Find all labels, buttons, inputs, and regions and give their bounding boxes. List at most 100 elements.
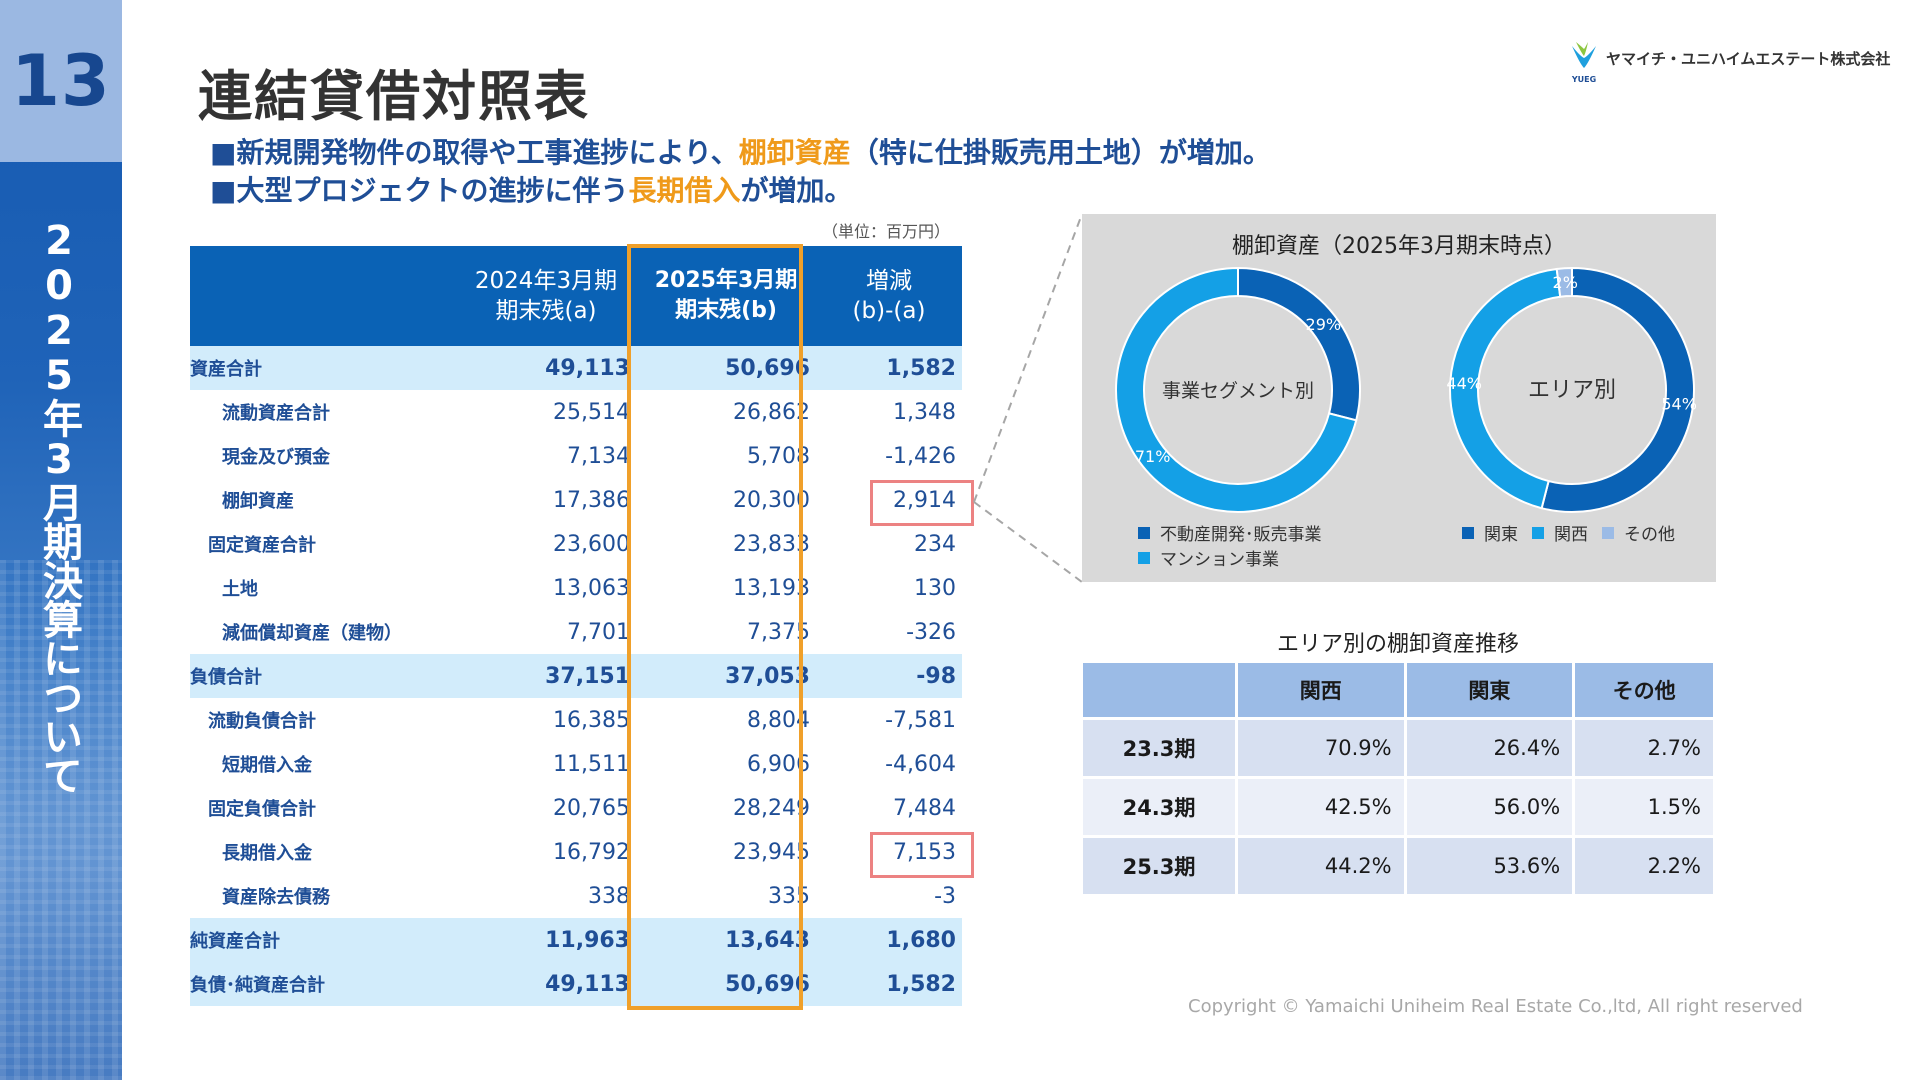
logo-mark-text: YUEG [1571,75,1596,84]
row-label: 長期借入金 [222,843,312,864]
table-row: 長期借入金 16,792 23,945 7,153 [190,830,962,874]
unit-note: （単位：百万円） [822,222,951,241]
value-diff: 234 [914,531,956,557]
value-diff: 2,914 [893,487,956,513]
donut-slice [1115,266,1358,513]
bullet-line-2: ■大型プロジェクトの進捗に伴う長期借入が増加。 [210,172,1271,210]
legend-swatch [1138,526,1150,539]
legend-item: 不動産開発･販売事業 [1138,520,1322,545]
value-diff: 130 [914,575,956,601]
value-prev: 16,792 [553,839,630,865]
table-row: 現金及び預金 7,134 5,708 -1,426 [190,434,962,478]
area-table-row: 23.3期 70.9% 26.4% 2.7% [1083,720,1713,776]
period-label: 25.3期 [1083,838,1235,894]
row-label: 減価償却資産（建物） [222,623,402,644]
area-share-value: 53.6% [1406,838,1573,894]
row-label: 固定資産合計 [208,535,316,556]
area-share-value: 1.5% [1575,779,1713,835]
area-share-value: 2.7% [1575,720,1713,776]
header-prev: 2024年3月期 期末残(a) [456,246,636,346]
donut-slice-label: 2% [1553,273,1578,292]
value-prev: 17,386 [553,487,630,513]
page-title: 連結貸借対照表 [198,65,590,128]
bullet-marker: ■ [210,174,237,207]
value-diff: -1,426 [885,443,956,469]
table-row: 減価償却資産（建物） 7,701 7,375 -326 [190,610,962,654]
row-label: 資産合計 [190,346,456,390]
value-prev: 49,113 [456,346,636,390]
header-diff-line1: 増減 [866,268,912,294]
header-diff: 増減 (b)-(a) [816,246,962,346]
period-label: 24.3期 [1083,779,1235,835]
area-legend: 関東 関西 その他 [1462,520,1675,545]
company-logo: YUEG ヤマイチ・ユニハイムエステート株式会社 [1566,38,1890,88]
value-prev: 16,385 [553,707,630,733]
copyright-text: Copyright © Yamaichi Uniheim Real Estate… [1188,996,1803,1017]
value-current: 20,300 [733,487,810,513]
row-label: 資産除去債務 [222,887,330,908]
value-current: 7,375 [747,619,810,645]
legend-item: マンション事業 [1138,545,1322,570]
area-share-value: 26.4% [1406,720,1573,776]
table-row: 負債･純資産合計 49,113 50,696 1,582 [190,962,962,1006]
donut-charts: 29% 71% 事業セグメント別 54% 44% 2% エリア別 [1115,266,1697,513]
area-header-cell: 関西 [1238,663,1404,717]
row-label: 純資産合計 [190,918,456,962]
value-current: 13,193 [733,575,810,601]
legend-item: 関西 [1532,520,1588,545]
value-current: 23,945 [733,839,810,865]
area-table-row: 25.3期 44.2% 53.6% 2.2% [1083,838,1713,894]
value-current: 23,833 [733,531,810,557]
bullet-text: 新規開発物件の取得や工事進捗により、 [236,136,739,169]
inventory-diff-highlight [870,480,974,526]
legend-swatch [1602,526,1614,539]
page-number-box: 13 [0,0,122,162]
row-label: 負債合計 [190,654,456,698]
value-prev: 11,511 [553,751,630,777]
value-current: 335 [768,883,810,909]
header-label [190,246,456,346]
area-share-value: 70.9% [1238,720,1404,776]
table-row: 純資産合計 11,963 13,643 1,680 [190,918,962,962]
table-row: 棚卸資産 17,386 20,300 2,914 [190,478,962,522]
value-current: 6,906 [747,751,810,777]
area-table-title: エリア別の棚卸資産推移 [1276,632,1519,657]
area-share-value: 2.2% [1575,838,1713,894]
section-title-vertical: 2025年3月期決算について [36,218,82,794]
legend-item: その他 [1602,520,1675,545]
header-current-line1: 2025年3月期 [654,268,798,293]
value-diff: -3 [934,883,956,909]
table-row: 資産合計 49,113 50,696 1,582 [190,346,962,390]
value-diff: -98 [816,654,962,698]
legend-label: 関西 [1554,525,1588,545]
value-diff: 7,153 [893,839,956,865]
row-label: 土地 [222,579,258,600]
donut-slice-label: 44% [1446,374,1482,393]
value-diff: -4,604 [885,751,956,777]
value-diff: 1,680 [816,918,962,962]
donut-center-label: 事業セグメント別 [1162,380,1314,402]
bullet-highlight: 棚卸資産 [738,136,851,169]
row-label: 負債･純資産合計 [190,962,456,1006]
value-prev: 7,701 [567,619,630,645]
row-label: 現金及び預金 [222,447,330,468]
area-share-value: 42.5% [1238,779,1404,835]
header-prev-line1: 2024年3月期 [474,268,618,294]
row-label: 固定負債合計 [208,799,316,820]
legend-label: その他 [1624,525,1675,545]
value-current: 50,696 [636,962,816,1006]
bullet-text: （特に仕掛販売用土地）が増加。 [850,136,1271,169]
area-share-value: 56.0% [1406,779,1573,835]
page-number: 13 [11,40,111,122]
table-row: 固定資産合計 23,600 23,833 234 [190,522,962,566]
legend-swatch [1138,551,1150,564]
bullet-line-1: ■新規開発物件の取得や工事進捗により、棚卸資産（特に仕掛販売用土地）が増加。 [210,134,1271,172]
legend-swatch [1532,526,1544,539]
legend-label: 関東 [1484,525,1518,545]
value-current: 26,862 [733,399,810,425]
period-label: 23.3期 [1083,720,1235,776]
value-prev: 7,134 [567,443,630,469]
legend-item: 関東 [1462,520,1518,545]
value-prev: 49,113 [456,962,636,1006]
segment-legend: 不動産開発･販売事業 マンション事業 [1138,520,1322,570]
